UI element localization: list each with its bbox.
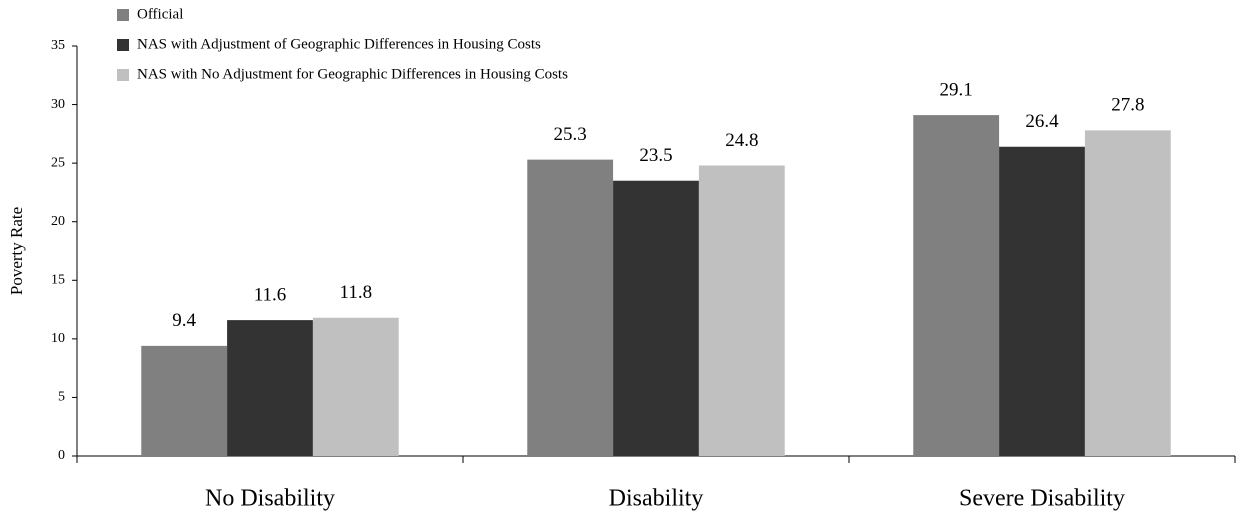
y-tick-label: 20 xyxy=(51,214,65,229)
bar xyxy=(141,345,228,456)
legend-label: Official xyxy=(137,6,183,22)
bar xyxy=(312,317,399,456)
data-label: 24.8 xyxy=(725,130,758,151)
y-tick-label: 25 xyxy=(51,155,65,170)
bar xyxy=(1084,130,1171,457)
y-tick-label: 30 xyxy=(51,97,65,112)
legend-swatch xyxy=(117,9,129,21)
legend-swatch xyxy=(117,39,129,51)
data-label: 25.3 xyxy=(554,124,587,145)
data-label: 11.6 xyxy=(254,284,287,305)
y-tick-label: 15 xyxy=(51,273,65,288)
bar xyxy=(227,320,313,456)
data-label: 23.5 xyxy=(639,145,672,166)
legend-label: NAS with No Adjustment for Geographic Di… xyxy=(137,66,568,82)
x-tick-label: No Disability xyxy=(205,486,335,512)
bar xyxy=(527,159,614,456)
data-label: 29.1 xyxy=(940,79,973,100)
x-tick-label: Disability xyxy=(609,486,704,512)
bar xyxy=(613,180,699,456)
y-axis-label: Poverty Rate xyxy=(7,207,26,295)
data-label: 9.4 xyxy=(172,310,196,331)
bar xyxy=(698,165,785,456)
legend-label: NAS with Adjustment of Geographic Differ… xyxy=(137,36,541,52)
y-tick-label: 10 xyxy=(51,331,65,346)
y-tick-label: 5 xyxy=(58,390,65,405)
y-tick-label: 35 xyxy=(51,38,65,53)
x-tick-label: Severe Disability xyxy=(959,486,1125,512)
data-label: 27.8 xyxy=(1111,95,1144,116)
bar xyxy=(913,115,1000,456)
data-label: 11.8 xyxy=(340,282,373,303)
data-label: 26.4 xyxy=(1025,111,1059,132)
legend-swatch xyxy=(117,69,129,81)
bar xyxy=(999,146,1085,456)
y-tick-label: 0 xyxy=(58,448,65,463)
